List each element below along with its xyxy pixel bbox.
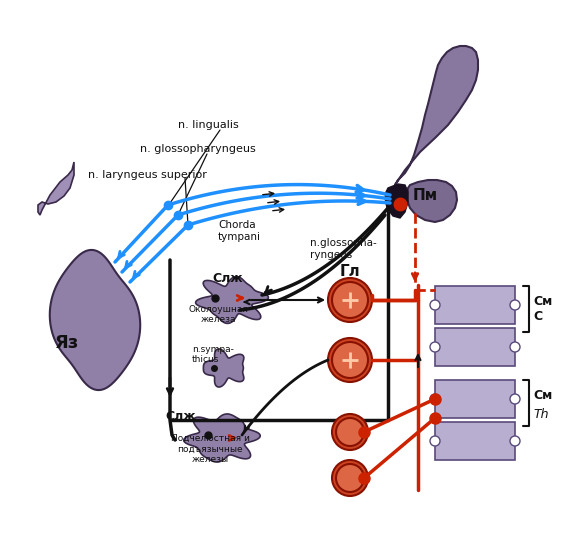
- Circle shape: [328, 278, 372, 322]
- Circle shape: [430, 394, 440, 404]
- Circle shape: [510, 342, 520, 352]
- Circle shape: [510, 394, 520, 404]
- Text: Th: Th: [533, 409, 549, 421]
- Circle shape: [332, 342, 368, 378]
- FancyBboxPatch shape: [435, 286, 515, 324]
- Text: Яз: Яз: [55, 334, 80, 352]
- Text: См
C: См C: [533, 295, 552, 323]
- Circle shape: [510, 300, 520, 310]
- Polygon shape: [407, 180, 457, 222]
- Text: Гл: Гл: [340, 264, 360, 279]
- Text: n.sympa-
thicus: n.sympa- thicus: [192, 345, 234, 364]
- Circle shape: [430, 342, 440, 352]
- FancyBboxPatch shape: [435, 328, 515, 366]
- Polygon shape: [204, 349, 244, 387]
- Polygon shape: [395, 46, 478, 185]
- Circle shape: [510, 436, 520, 446]
- Text: n. lingualis: n. lingualis: [178, 120, 239, 130]
- Text: Слж: Слж: [165, 410, 196, 423]
- Circle shape: [328, 338, 372, 382]
- Circle shape: [336, 464, 364, 492]
- FancyBboxPatch shape: [435, 380, 515, 418]
- Circle shape: [336, 418, 364, 446]
- Text: n. glossopharyngeus: n. glossopharyngeus: [140, 144, 255, 154]
- Polygon shape: [38, 162, 74, 215]
- Text: Слж: Слж: [212, 272, 243, 285]
- Text: Пм: Пм: [413, 188, 438, 203]
- Circle shape: [332, 460, 368, 496]
- Circle shape: [332, 414, 368, 450]
- Text: См: См: [533, 389, 552, 417]
- Circle shape: [430, 436, 440, 446]
- Text: n.glossopha-
ryngeus: n.glossopha- ryngeus: [310, 238, 377, 260]
- Text: n. laryngeus superior: n. laryngeus superior: [88, 170, 207, 180]
- Polygon shape: [385, 184, 408, 218]
- Text: Околоушная
железа: Околоушная железа: [188, 305, 248, 324]
- Text: Подчелюстная и
подъязычные
железы: Подчелюстная и подъязычные железы: [170, 434, 249, 464]
- Polygon shape: [184, 414, 260, 462]
- Polygon shape: [50, 250, 140, 390]
- Circle shape: [332, 282, 368, 318]
- FancyBboxPatch shape: [435, 422, 515, 460]
- Polygon shape: [196, 277, 268, 323]
- Circle shape: [430, 300, 440, 310]
- Text: Chorda
tympani: Chorda tympani: [218, 221, 261, 242]
